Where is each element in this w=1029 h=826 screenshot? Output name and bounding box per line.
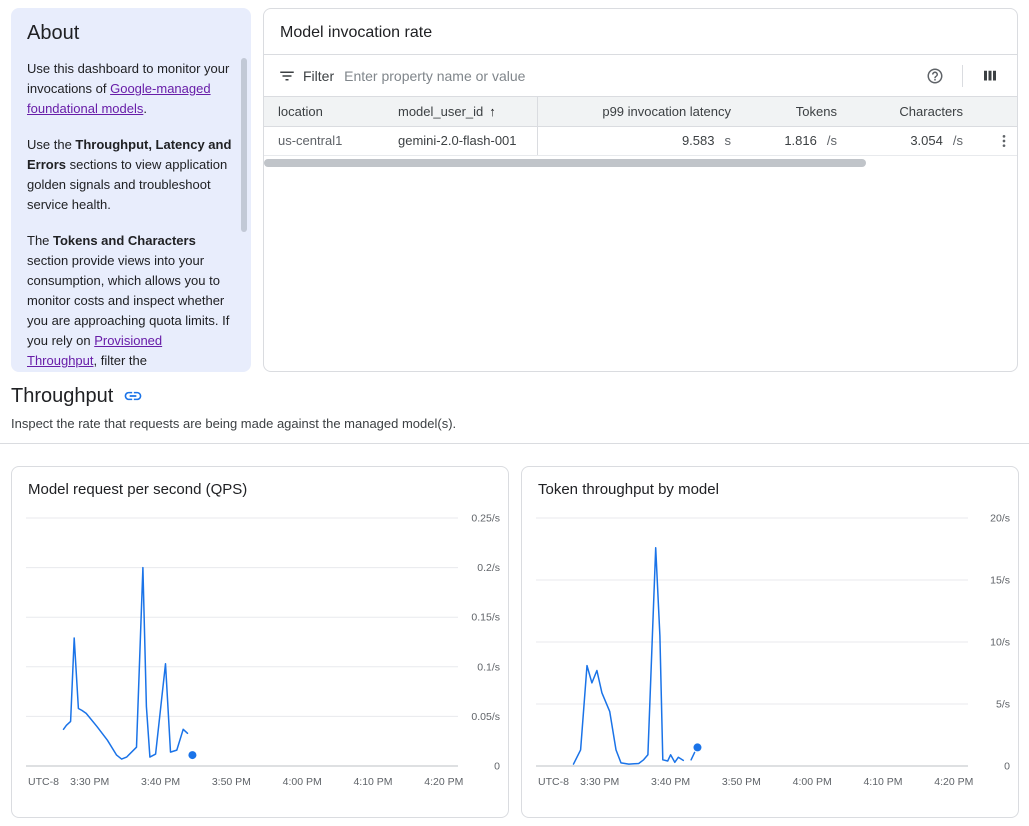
header-tokens[interactable]: Tokens <box>745 97 851 127</box>
svg-text:0.05/s: 0.05/s <box>471 711 500 723</box>
invocation-table: location model_user_id ↑ p99 invocation l… <box>264 97 1017 156</box>
invocation-table-row: us-central1 gemini-2.0-flash-001 9.583 s … <box>264 126 1017 156</box>
filter-icon <box>278 67 296 85</box>
p99-unit: s <box>724 133 732 148</box>
header-actions <box>977 97 1017 127</box>
filter-button[interactable]: Filter <box>278 67 334 85</box>
about-paragraph-2: Use the Throughput, Latency and Errors s… <box>27 135 233 215</box>
svg-text:3:30 PM: 3:30 PM <box>70 776 109 788</box>
svg-text:4:20 PM: 4:20 PM <box>424 776 463 788</box>
cell-p99-latency: 9.583 s <box>537 126 745 156</box>
header-location[interactable]: location <box>264 97 384 127</box>
throughput-section-title: Throughput <box>11 385 114 407</box>
cell-tokens: 1.816/s <box>745 126 851 156</box>
top-row: About Use this dashboard to monitor your… <box>11 8 1018 372</box>
about-p3-text: The <box>27 233 54 248</box>
invocation-table-header-row: location model_user_id ↑ p99 invocation l… <box>264 97 1017 127</box>
svg-text:5/s: 5/s <box>996 699 1010 711</box>
svg-text:3:30 PM: 3:30 PM <box>580 776 619 788</box>
svg-text:4:10 PM: 4:10 PM <box>353 776 392 788</box>
svg-text:20/s: 20/s <box>990 513 1010 525</box>
about-p2-suffix: sections to view application golden sign… <box>27 157 228 212</box>
about-paragraph-3: The Tokens and Characters section provid… <box>27 231 233 371</box>
google-managed-models-link[interactable]: Google-managed foundational models <box>27 81 211 116</box>
section-divider <box>0 443 1029 444</box>
header-model-user-id[interactable]: model_user_id ↑ <box>384 97 538 127</box>
svg-text:0: 0 <box>494 761 500 773</box>
filter-label: Filter <box>303 67 335 84</box>
about-p3-mid: section provide views into your consumpt… <box>27 253 230 348</box>
link-icon <box>123 386 143 406</box>
throughput-section: Throughput Inspect the rate that request… <box>0 384 1029 444</box>
row-menu-button[interactable] <box>991 128 1017 154</box>
svg-text:4:10 PM: 4:10 PM <box>863 776 902 788</box>
header-model-user-id-label: model_user_id <box>398 103 484 119</box>
svg-text:0.25/s: 0.25/s <box>471 513 500 525</box>
about-p3-suffix: , filter the <box>93 353 147 368</box>
characters-value: 3.054 <box>910 133 943 148</box>
svg-text:0.2/s: 0.2/s <box>477 562 500 574</box>
p99-value: 9.583 <box>681 133 715 148</box>
help-button[interactable] <box>918 59 952 93</box>
svg-text:0: 0 <box>1004 761 1010 773</box>
svg-text:4:00 PM: 4:00 PM <box>283 776 322 788</box>
cell-location: us-central1 <box>264 126 384 156</box>
qps-chart-title: Model request per second (QPS) <box>28 481 248 498</box>
svg-text:0.1/s: 0.1/s <box>477 661 500 673</box>
cell-model-user-id: gemini-2.0-flash-001 <box>384 126 538 156</box>
about-p2-text: Use the <box>27 137 76 152</box>
svg-text:3:50 PM: 3:50 PM <box>722 776 761 788</box>
svg-text:4:00 PM: 4:00 PM <box>793 776 832 788</box>
tokens-unit: /s <box>826 133 837 148</box>
svg-text:0.15/s: 0.15/s <box>471 612 500 624</box>
header-p99-latency[interactable]: p99 invocation latency <box>537 97 745 127</box>
qps-chart-card: Model request per second (QPS) 0 0.05/s 0.… <box>11 466 509 818</box>
header-characters[interactable]: Characters <box>851 97 977 127</box>
section-anchor-link-button[interactable] <box>123 386 143 406</box>
about-p3-bold: Tokens and Characters <box>53 233 196 248</box>
svg-text:3:40 PM: 3:40 PM <box>651 776 690 788</box>
filter-row: Filter <box>264 55 1017 97</box>
table-horizontal-scrollbar <box>264 158 1017 167</box>
about-p1-text: Use this dashboard to monitor your invoc… <box>27 61 230 96</box>
tokens-value: 1.816 <box>784 133 817 148</box>
svg-text:3:50 PM: 3:50 PM <box>212 776 251 788</box>
provisioned-throughput-link[interactable]: Provisioned Throughput <box>27 333 163 368</box>
token-throughput-chart-card: Token throughput by model 0 5/s 10/s 15/s 20… <box>521 466 1019 818</box>
token-throughput-chart-title: Token throughput by model <box>538 481 719 498</box>
cell-actions <box>977 126 1017 156</box>
more-vert-icon <box>996 133 1012 149</box>
characters-unit: /s <box>952 133 963 148</box>
about-card: About Use this dashboard to monitor your… <box>11 8 251 372</box>
filter-row-divider <box>962 64 963 87</box>
about-paragraph-1: Use this dashboard to monitor your invoc… <box>27 59 233 119</box>
charts-row: Model request per second (QPS) 0 0.05/s 0.… <box>11 466 1019 818</box>
throughput-section-description: Inspect the rate that requests are being… <box>11 416 457 431</box>
invocation-card-title: Model invocation rate <box>264 9 1017 55</box>
qps-chart[interactable]: 0 0.05/s 0.1/s 0.15/s 0.2/s 0.25/s 3:30 PM 3:40… <box>16 504 504 792</box>
sort-ascending-icon: ↑ <box>489 103 496 119</box>
table-horizontal-scrollbar-thumb[interactable] <box>264 158 867 167</box>
filter-input[interactable] <box>342 66 910 85</box>
about-scrollbar-thumb[interactable] <box>241 58 247 232</box>
svg-text:10/s: 10/s <box>990 637 1010 649</box>
help-icon <box>926 67 944 85</box>
view-columns-icon <box>981 67 999 85</box>
svg-text:15/s: 15/s <box>990 575 1010 587</box>
about-title: About <box>27 22 80 44</box>
about-p2-bold: Throughput, Latency and Errors <box>27 137 232 172</box>
svg-text:UTC-8: UTC-8 <box>28 776 59 788</box>
svg-text:3:40 PM: 3:40 PM <box>141 776 180 788</box>
about-p1-suffix: . <box>143 101 147 116</box>
token-throughput-chart[interactable]: 0 5/s 10/s 15/s 20/s 3:30 PM 3:40 PM 3:50 PM 4:0… <box>526 504 1014 792</box>
cell-characters: 3.054/s <box>851 126 977 156</box>
throughput-heading-row: Throughput <box>11 384 1018 408</box>
column-display-button[interactable] <box>973 59 1007 93</box>
svg-text:UTC-8: UTC-8 <box>538 776 569 788</box>
svg-text:4:20 PM: 4:20 PM <box>934 776 973 788</box>
model-invocation-rate-card: Model invocation rate Filter <box>263 8 1018 372</box>
